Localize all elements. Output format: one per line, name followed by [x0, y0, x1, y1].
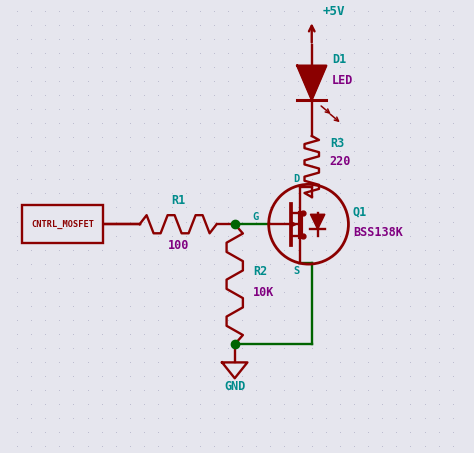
Text: Q1: Q1 — [353, 205, 367, 218]
Text: LED: LED — [332, 74, 354, 87]
Text: S: S — [293, 266, 300, 276]
Text: D1: D1 — [332, 53, 346, 67]
Text: GND: GND — [224, 380, 246, 393]
Text: G: G — [253, 212, 259, 222]
Text: BSS138K: BSS138K — [353, 226, 403, 239]
Text: D: D — [293, 174, 300, 184]
FancyBboxPatch shape — [22, 205, 103, 244]
Text: R2: R2 — [253, 265, 267, 278]
Text: CNTRL_MOSFET: CNTRL_MOSFET — [31, 220, 94, 229]
Text: +5V: +5V — [323, 5, 346, 18]
Polygon shape — [297, 66, 326, 100]
Polygon shape — [310, 214, 325, 229]
Text: 10K: 10K — [253, 285, 274, 299]
Text: R1: R1 — [171, 194, 185, 207]
Text: 100: 100 — [167, 239, 189, 252]
Text: R3: R3 — [330, 137, 344, 150]
Text: 220: 220 — [330, 155, 351, 169]
